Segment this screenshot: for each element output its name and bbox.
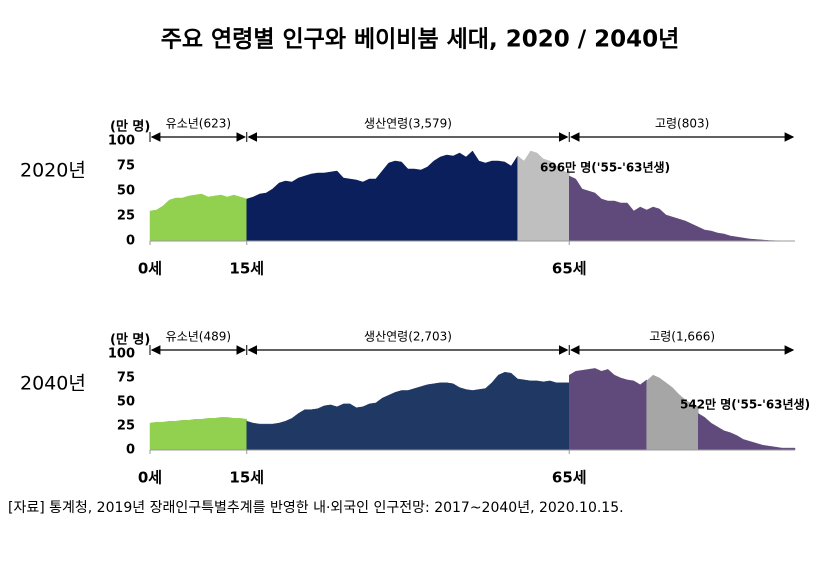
group-label: 고령(803) — [655, 117, 709, 131]
group-label: 유소년(623) — [166, 117, 231, 131]
source-note: [자료] 통계청, 2019년 장래인구특별추계를 반영한 내·외국인 인구전망… — [8, 500, 624, 516]
group-label: 고령(1,666) — [649, 330, 715, 344]
y-tick-label: 50 — [117, 184, 135, 199]
annotation: 542만 명('55-'63년생) — [680, 397, 810, 412]
y-axis-label: (만 명) — [110, 119, 150, 135]
y-tick-label: 100 — [108, 347, 135, 362]
y-tick-label: 25 — [117, 419, 135, 434]
group-label: 생산연령(2,703) — [364, 330, 452, 344]
page-title: 주요 연령별 인구와 베이비붐 세대, 2020 / 2040년 — [161, 27, 680, 53]
x-tick-label: 15세 — [229, 260, 264, 278]
y-tick-label: 50 — [117, 395, 135, 410]
y-tick-label: 0 — [126, 234, 135, 249]
y-tick-label: 25 — [117, 209, 135, 224]
y-tick-label: 0 — [126, 443, 135, 458]
area-series — [698, 413, 796, 451]
chart-label: 2040년 — [20, 373, 86, 395]
group-label: 생산연령(3,579) — [364, 117, 452, 131]
area-series — [149, 193, 247, 242]
x-tick-label: 65세 — [552, 260, 587, 278]
x-tick-label: 0세 — [138, 469, 162, 487]
x-tick-label: 65세 — [552, 469, 587, 487]
area-series — [246, 371, 570, 451]
area-series — [246, 150, 518, 242]
area-series — [646, 374, 699, 451]
chart-label: 2020년 — [20, 160, 86, 182]
group-label: 유소년(489) — [166, 330, 231, 344]
area-series — [569, 175, 796, 242]
x-tick-label: 0세 — [138, 260, 162, 278]
x-tick-label: 15세 — [229, 469, 264, 487]
y-tick-label: 75 — [117, 371, 135, 386]
area-series — [149, 417, 247, 451]
y-tick-label: 75 — [117, 159, 135, 174]
annotation: 696만 명('55-'63년생) — [540, 160, 670, 175]
y-tick-label: 100 — [108, 134, 135, 149]
area-series — [569, 368, 647, 451]
y-axis-label: (만 명) — [110, 332, 150, 348]
